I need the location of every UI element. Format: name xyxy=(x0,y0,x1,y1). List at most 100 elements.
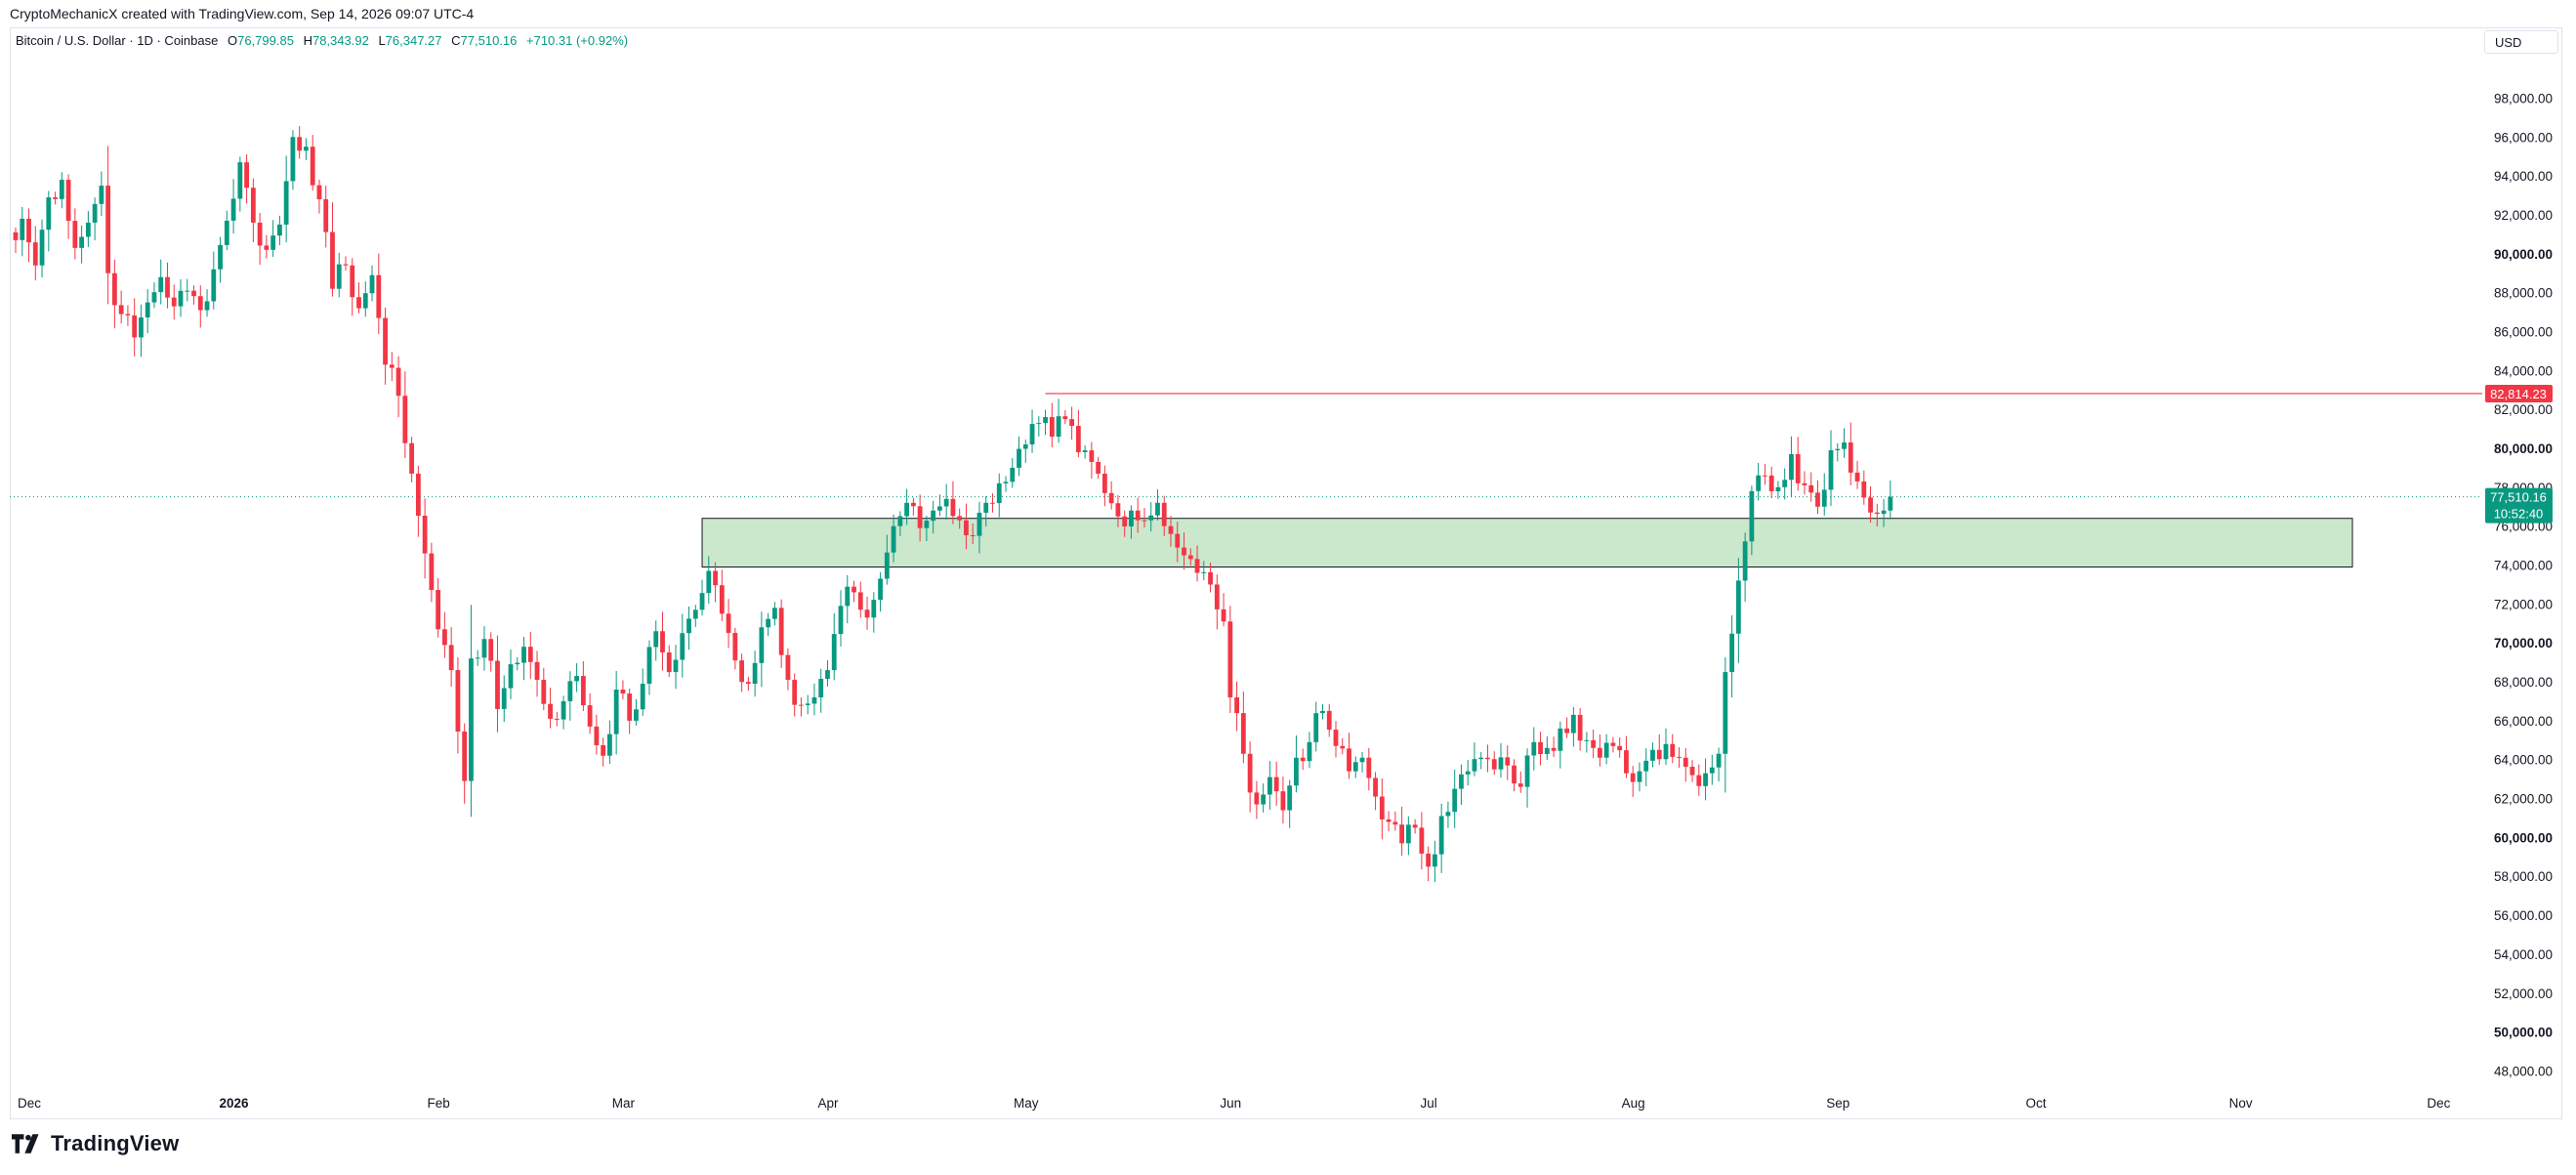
candle[interactable] xyxy=(118,290,124,324)
candle[interactable] xyxy=(1247,741,1253,813)
candle[interactable] xyxy=(237,156,243,212)
candle[interactable] xyxy=(996,473,1002,518)
candle[interactable] xyxy=(1491,751,1497,776)
candle[interactable] xyxy=(508,650,514,699)
candle[interactable] xyxy=(389,352,395,382)
candle[interactable] xyxy=(1201,561,1207,581)
candle[interactable] xyxy=(772,602,777,626)
candle[interactable] xyxy=(1868,485,1873,524)
candle[interactable] xyxy=(640,668,645,716)
candle[interactable] xyxy=(713,562,718,603)
candle[interactable] xyxy=(1102,465,1107,507)
candle[interactable] xyxy=(1789,436,1794,497)
candle[interactable] xyxy=(825,659,830,687)
candle[interactable] xyxy=(290,130,296,190)
candle[interactable] xyxy=(1564,717,1569,738)
candle[interactable] xyxy=(1795,437,1801,491)
candle[interactable] xyxy=(376,253,382,334)
candle[interactable] xyxy=(1637,762,1642,792)
candle[interactable] xyxy=(692,605,698,627)
candle[interactable] xyxy=(660,611,665,671)
candle[interactable] xyxy=(1558,721,1563,769)
candle[interactable] xyxy=(634,698,639,726)
candle[interactable] xyxy=(343,256,349,271)
candle[interactable] xyxy=(1861,470,1867,505)
candle[interactable] xyxy=(1709,754,1715,785)
candle[interactable] xyxy=(561,695,566,730)
candle[interactable] xyxy=(910,497,916,516)
candle[interactable] xyxy=(1821,473,1827,516)
candle[interactable] xyxy=(59,172,64,209)
candle[interactable] xyxy=(1742,532,1748,603)
candle[interactable] xyxy=(1677,747,1682,769)
candle[interactable] xyxy=(990,493,995,513)
candle[interactable] xyxy=(125,305,131,326)
candle[interactable] xyxy=(409,437,414,483)
candle[interactable] xyxy=(1472,742,1477,776)
candle[interactable] xyxy=(1505,745,1511,780)
candle[interactable] xyxy=(706,556,712,605)
candle[interactable] xyxy=(304,138,309,161)
candle[interactable] xyxy=(1142,508,1147,528)
candle[interactable] xyxy=(1115,495,1121,527)
candle[interactable] xyxy=(53,191,58,205)
candle[interactable] xyxy=(1775,481,1781,499)
candle[interactable] xyxy=(112,259,117,329)
candle[interactable] xyxy=(1320,703,1325,720)
candle[interactable] xyxy=(1617,737,1623,758)
candle[interactable] xyxy=(1465,760,1471,786)
candle[interactable] xyxy=(732,627,738,670)
candle[interactable] xyxy=(20,206,25,257)
candle[interactable] xyxy=(1703,758,1708,801)
candle[interactable] xyxy=(1347,733,1351,779)
candle[interactable] xyxy=(1366,747,1372,791)
candle[interactable] xyxy=(79,226,84,264)
candle[interactable] xyxy=(527,632,533,680)
candle[interactable] xyxy=(442,611,447,658)
candle[interactable] xyxy=(1108,481,1114,510)
candle[interactable] xyxy=(1049,402,1055,447)
candle[interactable] xyxy=(554,711,560,727)
candle[interactable] xyxy=(957,508,963,529)
candle[interactable] xyxy=(178,279,184,317)
candle[interactable] xyxy=(230,179,236,234)
candle[interactable] xyxy=(356,282,361,314)
candle[interactable] xyxy=(646,640,652,695)
candle[interactable] xyxy=(1227,606,1233,714)
candle[interactable] xyxy=(785,648,791,691)
candle[interactable] xyxy=(745,676,751,692)
candle[interactable] xyxy=(211,251,217,310)
candle[interactable] xyxy=(448,626,454,688)
candle[interactable] xyxy=(1359,751,1365,773)
candle[interactable] xyxy=(158,259,164,305)
candle[interactable] xyxy=(1603,734,1609,765)
candle[interactable] xyxy=(1716,747,1722,782)
candle[interactable] xyxy=(1010,457,1016,488)
candle[interactable] xyxy=(297,126,303,159)
candle[interactable] xyxy=(1881,499,1887,527)
candle[interactable] xyxy=(1544,735,1550,760)
candle[interactable] xyxy=(1161,495,1167,536)
candle[interactable] xyxy=(904,488,909,525)
candle[interactable] xyxy=(1723,656,1728,793)
candle[interactable] xyxy=(310,135,315,191)
candle[interactable] xyxy=(316,179,322,214)
candle[interactable] xyxy=(607,720,612,765)
candle[interactable] xyxy=(26,208,31,263)
candle[interactable] xyxy=(871,592,877,633)
candle[interactable] xyxy=(1643,748,1649,786)
candle[interactable] xyxy=(1069,406,1074,440)
candle[interactable] xyxy=(1221,593,1226,627)
candle[interactable] xyxy=(970,523,976,545)
candle[interactable] xyxy=(264,234,270,259)
candle[interactable] xyxy=(85,211,91,247)
candle[interactable] xyxy=(884,534,890,585)
candle[interactable] xyxy=(805,694,810,715)
candle[interactable] xyxy=(1485,744,1490,773)
candle[interactable] xyxy=(831,612,837,681)
candle[interactable] xyxy=(1663,728,1669,766)
candle[interactable] xyxy=(330,202,335,297)
candle[interactable] xyxy=(1267,761,1272,811)
candle[interactable] xyxy=(46,190,52,252)
candle[interactable] xyxy=(1208,563,1213,593)
